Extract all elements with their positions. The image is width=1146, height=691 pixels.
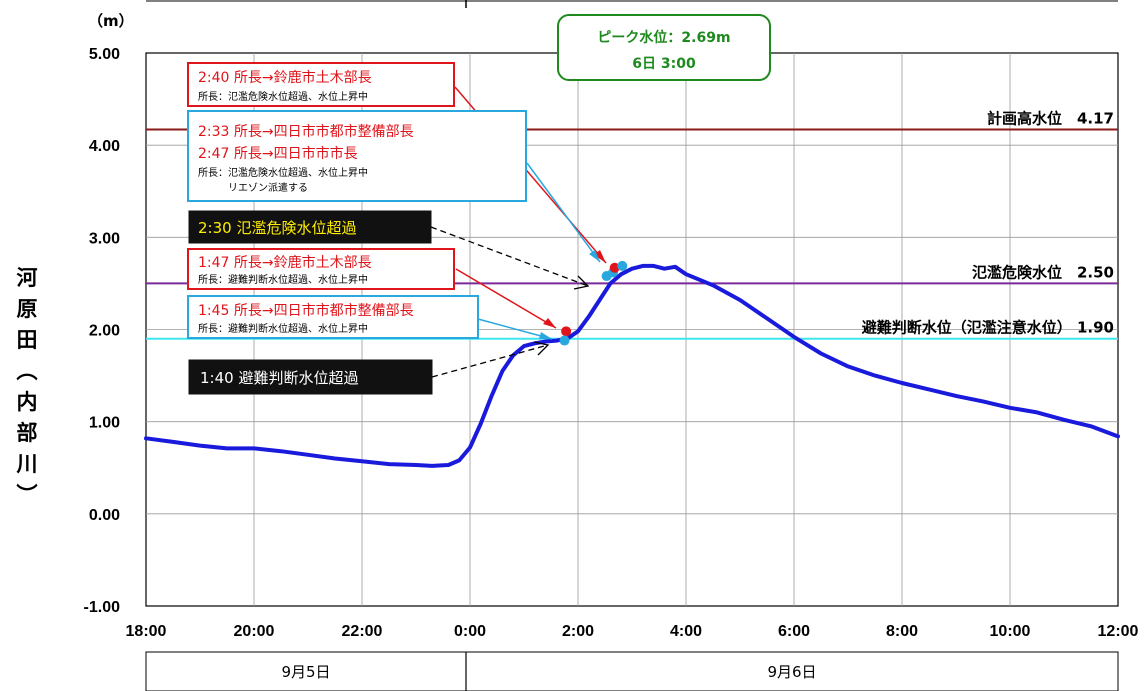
arrow-head-dashed-2-30 <box>573 275 590 290</box>
y-tick-label: -1.00 <box>84 599 121 616</box>
y-axis-label: 河原田 ︵ 内部川 ︶ <box>16 266 38 507</box>
peak-callout: ピーク水位：2.69m 6日 3:00 <box>557 14 771 81</box>
x-tick-label: 2:00 <box>562 623 594 640</box>
y-unit-label: （m） <box>88 12 134 30</box>
arrow-head-dashed-1-40 <box>533 341 550 356</box>
arrow-head-red-1-47 <box>543 318 556 328</box>
y-axis-label-char: 原 <box>17 297 38 321</box>
event-marker-point <box>609 262 620 273</box>
y-axis-label-char: ︶ <box>17 483 38 507</box>
annotation-1-45: 1:45 所長→四日市市都市整備部長 所長：避難判断水位超過、水位上昇中 <box>187 295 479 339</box>
arrow-dashed-2-30 <box>430 226 589 287</box>
annotation-1-47: 1:47 所長→鈴鹿市土木部長 所長：避難判断水位超過、水位上昇中 <box>187 248 455 290</box>
arrow-head-cyan-2-33 <box>589 250 600 262</box>
reference-line-label: 氾濫危険水位 2.50 <box>972 263 1114 281</box>
y-axis-label-char: 河 <box>17 266 38 290</box>
x-tick-label: 8:00 <box>886 623 918 640</box>
arrow-cyan-1-45 <box>477 318 553 340</box>
event-marker-point <box>617 260 628 271</box>
annotation-1-47-title: 1:47 所長→鈴鹿市土木部長 <box>198 254 372 271</box>
event-markers <box>559 260 628 346</box>
arrow-head-cyan-1-45 <box>539 332 552 339</box>
y-tick-label: 2.00 <box>89 323 120 340</box>
annotation-2-33-line2: リエゾン派遣する <box>198 181 308 194</box>
x-tick-label: 10:00 <box>990 623 1031 640</box>
arrow-red-1-47 <box>455 268 557 329</box>
y-tick-label: 4.00 <box>89 138 120 155</box>
peak-connector <box>662 80 672 142</box>
arrow-head-red-2-40 <box>594 250 606 263</box>
y-tick-label: 3.00 <box>89 230 120 247</box>
annotation-2-33: 2:33 所長→四日市市都市整備部長 2:47 所長→四日市市市長 所長：氾濫危… <box>187 110 527 202</box>
y-tick-label: 0.00 <box>89 507 120 524</box>
annotation-2-40-line: 所長：氾濫危険水位超過、水位上昇中 <box>198 90 368 103</box>
annotation-1-40: 1:40 避難判断水位超過 <box>188 359 433 395</box>
annotation-2-30-title: 2:30 氾濫危険水位超過 <box>198 219 356 237</box>
y-tick-label: 5.00 <box>89 46 120 63</box>
reference-line-label: 避難判断水位（氾濫注意水位） 1.90 <box>862 319 1114 337</box>
annotation-1-45-line: 所長：避難判断水位超過、水位上昇中 <box>198 322 368 335</box>
x-tick-label: 20:00 <box>234 623 275 640</box>
date-table: 9月5日 9月6日 <box>145 651 1119 691</box>
y-axis-ticks: 5.00 4.00 3.00 2.00 1.00 0.00 -1.00 <box>84 46 121 616</box>
series-line-water-level <box>144 263 1120 468</box>
x-tick-label: 12:00 <box>1098 623 1139 640</box>
annotation-2-30: 2:30 氾濫危険水位超過 <box>188 210 432 244</box>
y-axis-label-char: 内 <box>17 390 38 414</box>
event-marker-point <box>559 335 570 346</box>
x-tick-label: 6:00 <box>778 623 810 640</box>
annotation-1-47-line: 所長：避難判断水位超過、水位上昇中 <box>198 273 368 286</box>
annotation-1-40-title: 1:40 避難判断水位超過 <box>200 369 358 387</box>
peak-callout-line2: 6日 3:00 <box>632 56 696 72</box>
y-axis-label-char: ︵ <box>17 359 38 383</box>
annotation-2-33-title: 2:33 所長→四日市市都市整備部長 <box>198 123 414 140</box>
annotation-2-33-line1: 所長：氾濫危険水位超過、水位上昇中 <box>198 166 368 179</box>
annotation-2-40-title: 2:40 所長→鈴鹿市土木部長 <box>198 69 372 86</box>
x-tick-label: 4:00 <box>670 623 702 640</box>
peak-callout-line1: ピーク水位：2.69m <box>597 29 730 46</box>
date-label-day2: 9月6日 <box>767 663 816 681</box>
y-tick-label: 1.00 <box>89 415 120 432</box>
annotation-2-47-title: 2:47 所長→四日市市市長 <box>198 145 358 162</box>
event-marker-point <box>561 326 572 337</box>
date-label-day1: 9月5日 <box>281 663 330 681</box>
y-axis-label-char: 部 <box>17 421 38 445</box>
x-tick-label: 22:00 <box>342 623 383 640</box>
annotation-1-45-title: 1:45 所長→四日市市都市整備部長 <box>198 302 414 319</box>
annotation-2-40: 2:40 所長→鈴鹿市土木部長 所長：氾濫危険水位超過、水位上昇中 <box>187 62 455 107</box>
y-axis-label-char: 川 <box>16 452 38 476</box>
x-tick-label: 18:00 <box>126 623 167 640</box>
reference-line-label: 計画高水位 4.17 <box>987 109 1114 127</box>
x-tick-label: 0:00 <box>454 623 486 640</box>
arrow-dashed-1-40 <box>431 344 549 378</box>
arrow-cyan-2-33 <box>526 162 601 263</box>
x-axis-ticks: 18:00 20:00 22:00 0:00 2:00 4:00 6:00 8:00 10:00… <box>126 623 1139 640</box>
y-axis-label-char: 田 <box>17 328 38 352</box>
